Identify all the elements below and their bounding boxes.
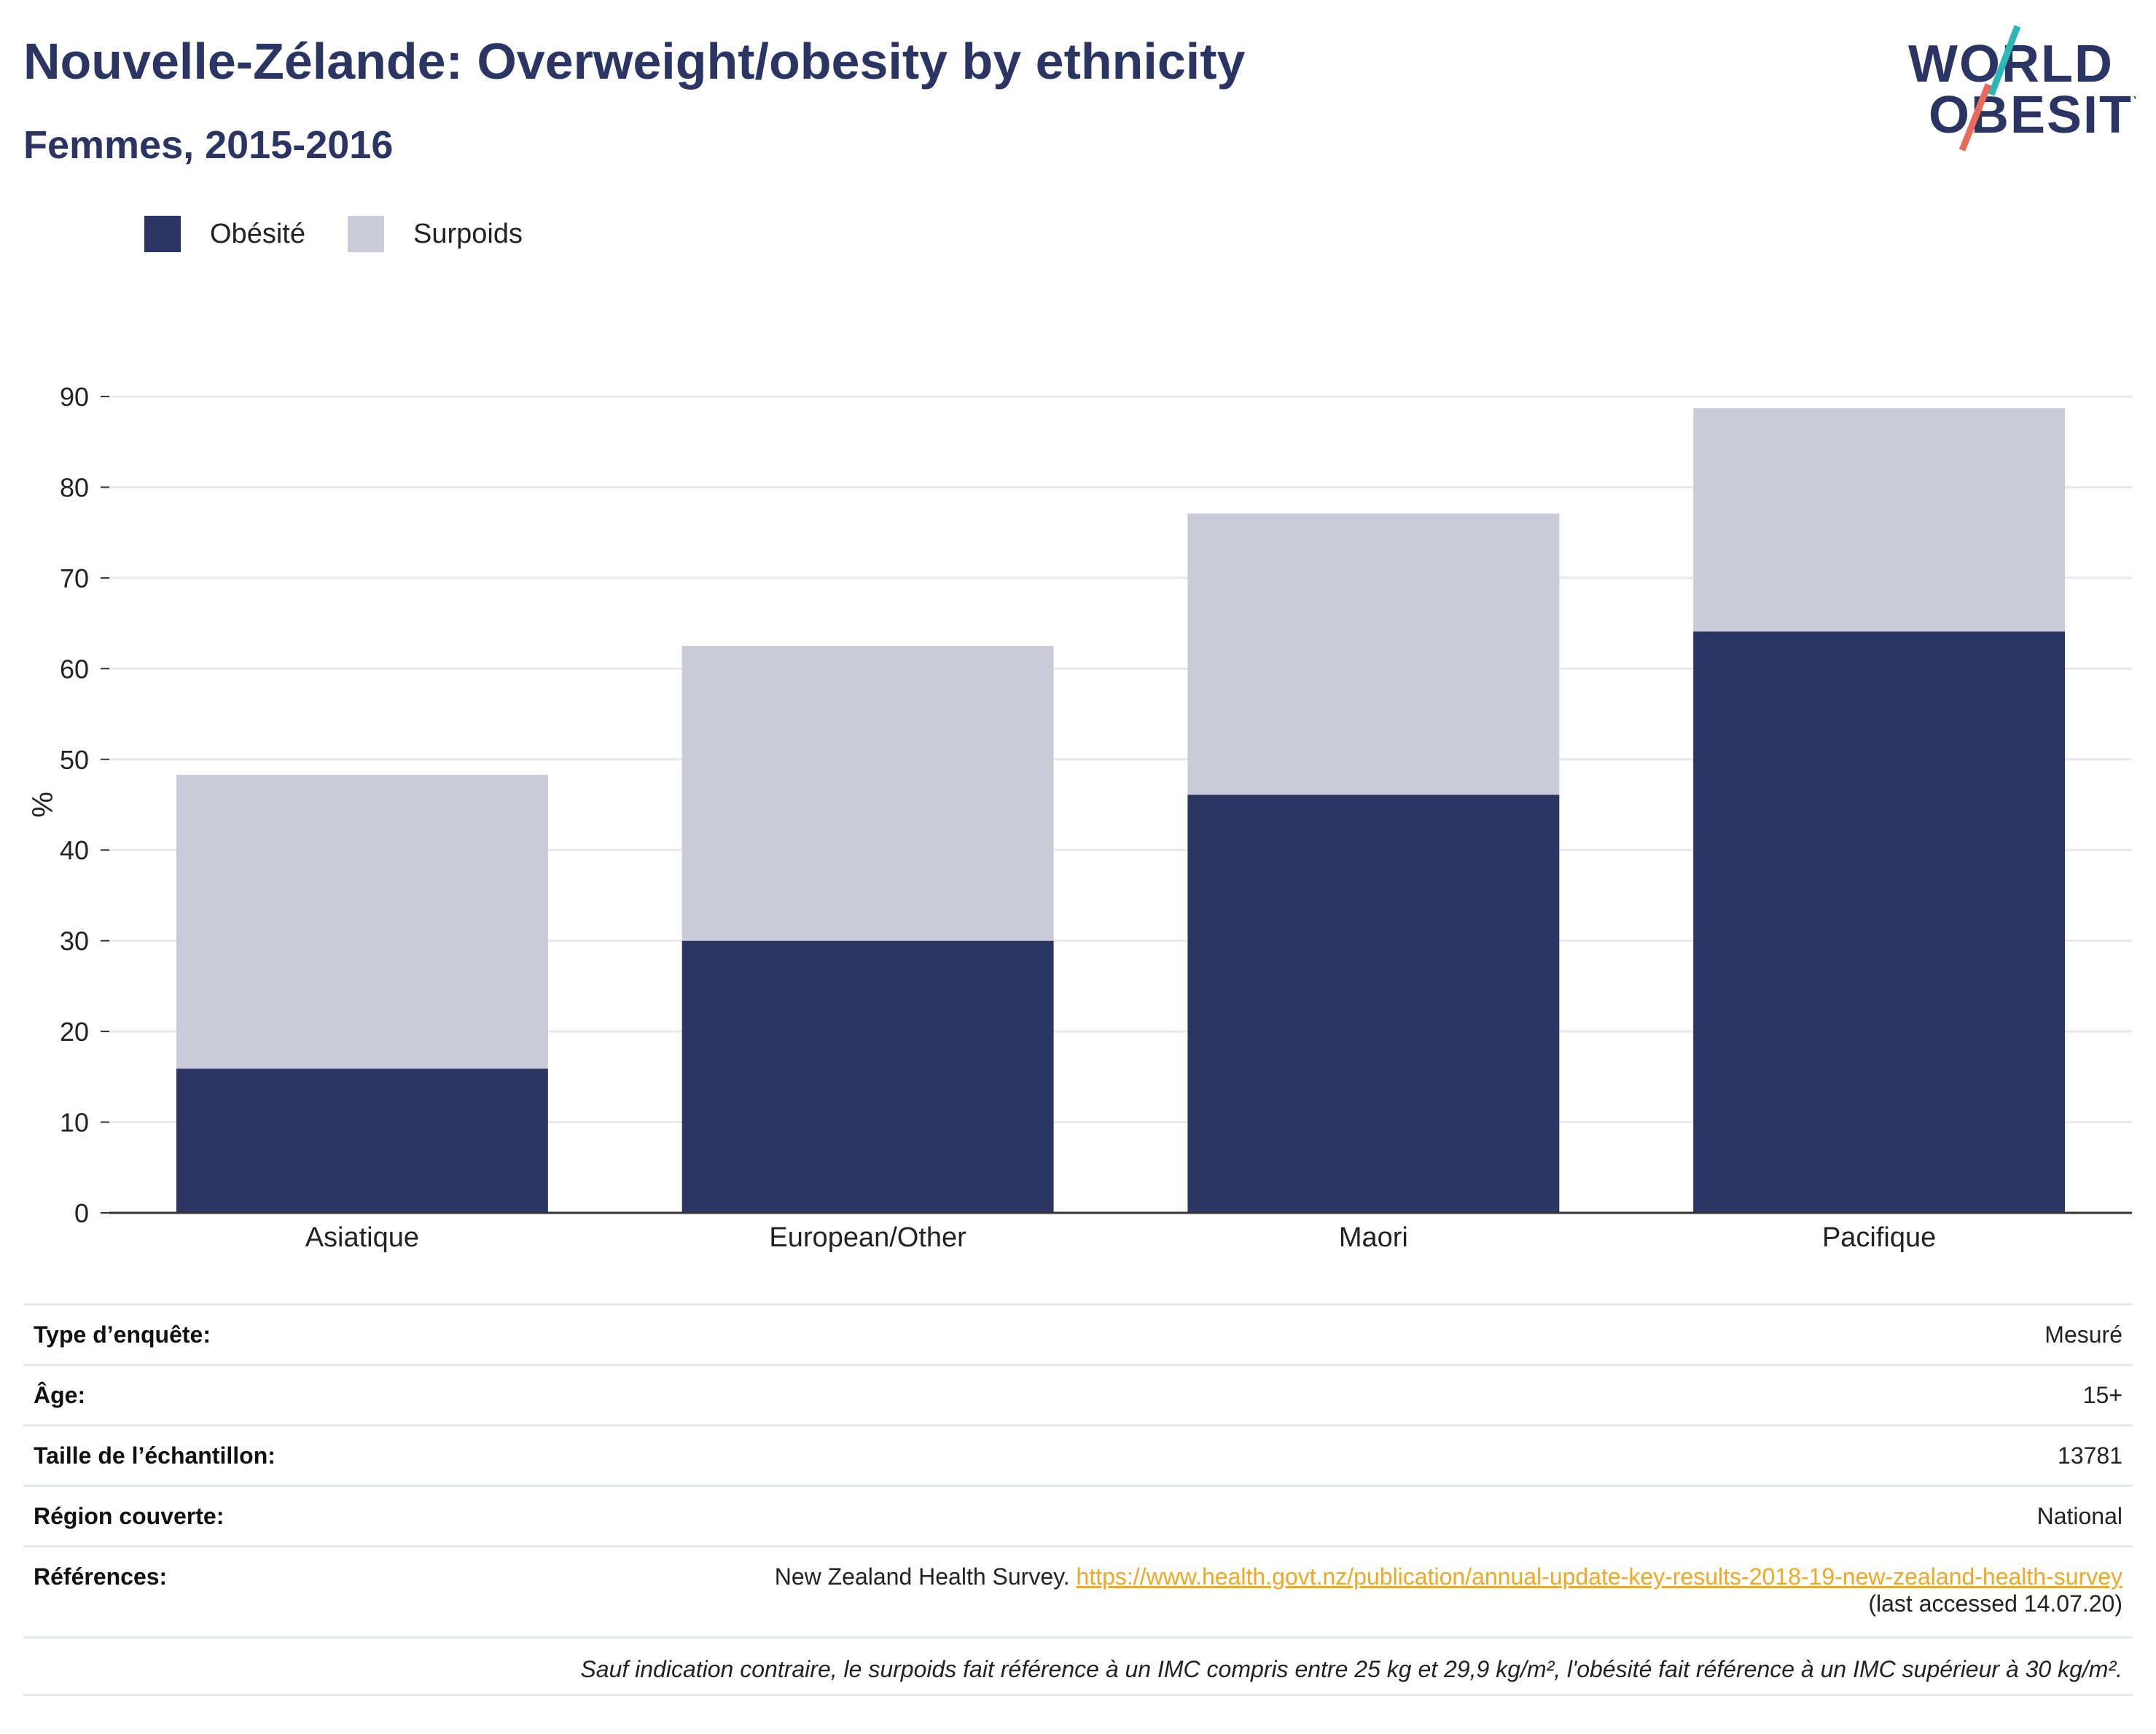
logo-text-obesity: OBESITY: [1929, 86, 2136, 144]
y-tick-label-70: 70: [60, 563, 89, 593]
world-obesity-logo: WORLD OBESITY: [1908, 25, 2136, 152]
references-label: Références:: [34, 1563, 168, 1590]
references-accessed: (last accessed 14.07.20): [1868, 1590, 2122, 1617]
legend-item-obesity[interactable]: Obésité: [144, 216, 305, 252]
y-tick-label-0: 0: [74, 1198, 89, 1228]
bar-overweight-asiatique: [176, 774, 548, 1069]
y-tick-label-50: 50: [60, 745, 89, 775]
row-sample-size: Taille de l’échantillon: 13781: [23, 1424, 2133, 1485]
references-value: New Zealand Health Survey. https://www.h…: [775, 1563, 2122, 1617]
logo-slash-teal: [1988, 25, 2021, 96]
bmi-definition-note: Sauf indication contraire, le surpoids f…: [23, 1636, 2133, 1696]
x-tick-label-maori: Maori: [1339, 1222, 1408, 1253]
y-tick-label-60: 60: [60, 654, 89, 684]
row-references: Références: New Zealand Health Survey. h…: [23, 1545, 2133, 1636]
row-survey-type: Type d’enquête: Mesuré: [23, 1303, 2133, 1364]
sample-size-label: Taille de l’échantillon:: [34, 1442, 276, 1469]
chart-legend: Obésité Surpoids: [144, 216, 565, 252]
sample-size-value: 13781: [2058, 1442, 2122, 1469]
y-axis-label: %: [27, 792, 59, 818]
bar-obesity-asiatique: [176, 1069, 548, 1213]
legend-label-obesity: Obésité: [210, 218, 305, 249]
legend-item-overweight[interactable]: Surpoids: [347, 216, 523, 252]
age-label: Âge:: [34, 1382, 86, 1408]
bar-obesity-pacifique: [1693, 631, 2066, 1213]
bar-overweight-pacifique: [1693, 408, 2066, 632]
row-age: Âge: 15+: [23, 1364, 2133, 1424]
stacked-bar-chart: 0 10 20 30 40 50 60 70 80 90% Asiatique European/Ot…: [27, 382, 2132, 1253]
chart-title: Nouvelle-Zélande: Overweight/obesity by …: [23, 33, 1246, 90]
x-tick-label-european-other: European/Other: [769, 1222, 966, 1253]
y-tick-label-90: 90: [60, 382, 89, 412]
x-tick-label-pacifique: Pacifique: [1822, 1222, 1936, 1253]
y-tick-label-80: 80: [60, 472, 89, 502]
survey-type-label: Type d’enquête:: [34, 1321, 211, 1348]
legend-swatch-overweight: [347, 216, 384, 252]
legend-label-overweight: Surpoids: [413, 218, 523, 249]
age-value: 15+: [2082, 1382, 2122, 1408]
survey-type-value: Mesuré: [2044, 1321, 2122, 1348]
references-link[interactable]: https://www.health.govt.nz/publication/a…: [1076, 1563, 2122, 1590]
legend-swatch-obesity: [144, 216, 181, 252]
row-region: Région couverte: National: [23, 1485, 2133, 1545]
chart-subtitle: Femmes, 2015-2016: [23, 123, 394, 167]
bar-overweight-maori: [1187, 513, 1560, 795]
region-value: National: [2036, 1503, 2122, 1529]
references-text: New Zealand Health Survey.: [774, 1563, 1070, 1590]
logo-slash-coral: [1958, 83, 1992, 152]
bar-obesity-european-other: [681, 940, 1054, 1213]
bar-overweight-european-other: [681, 646, 1054, 941]
region-label: Région couverte:: [34, 1503, 224, 1529]
y-tick-label-30: 30: [60, 926, 89, 956]
survey-info-table: Type d’enquête: Mesuré Âge: 15+ Taille d…: [23, 1303, 2133, 1696]
y-tick-label-10: 10: [60, 1108, 89, 1138]
y-tick-label-20: 20: [60, 1017, 89, 1047]
x-tick-label-asiatique: Asiatique: [305, 1222, 419, 1253]
bar-obesity-maori: [1187, 794, 1560, 1213]
y-tick-label-40: 40: [60, 835, 89, 865]
